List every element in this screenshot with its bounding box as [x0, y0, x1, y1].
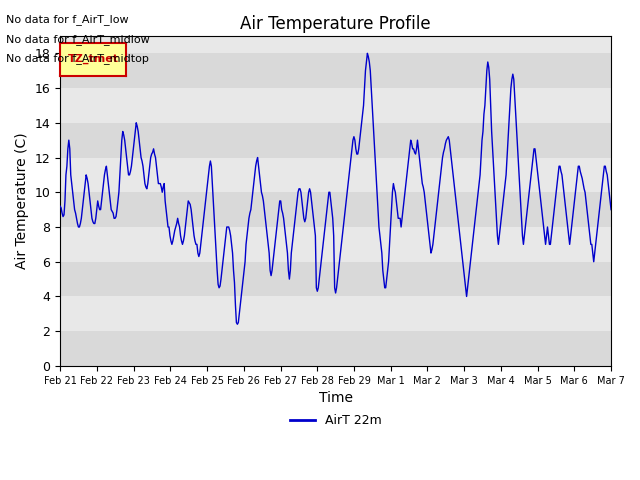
Bar	[60, 53, 611, 88]
Bar	[60, 192, 611, 227]
Text: No data for f_AirT_midlow: No data for f_AirT_midlow	[6, 34, 150, 45]
Y-axis label: Air Temperature (C): Air Temperature (C)	[15, 132, 29, 269]
Text: No data for f_AirT_midtop: No data for f_AirT_midtop	[6, 53, 149, 64]
X-axis label: Time: Time	[319, 391, 353, 405]
Bar	[60, 331, 611, 366]
Title: Air Temperature Profile: Air Temperature Profile	[240, 15, 431, 33]
Text: No data for f_AirT_low: No data for f_AirT_low	[6, 14, 129, 25]
Bar	[60, 262, 611, 297]
Legend: AirT 22m: AirT 22m	[285, 409, 387, 432]
Bar	[60, 123, 611, 157]
